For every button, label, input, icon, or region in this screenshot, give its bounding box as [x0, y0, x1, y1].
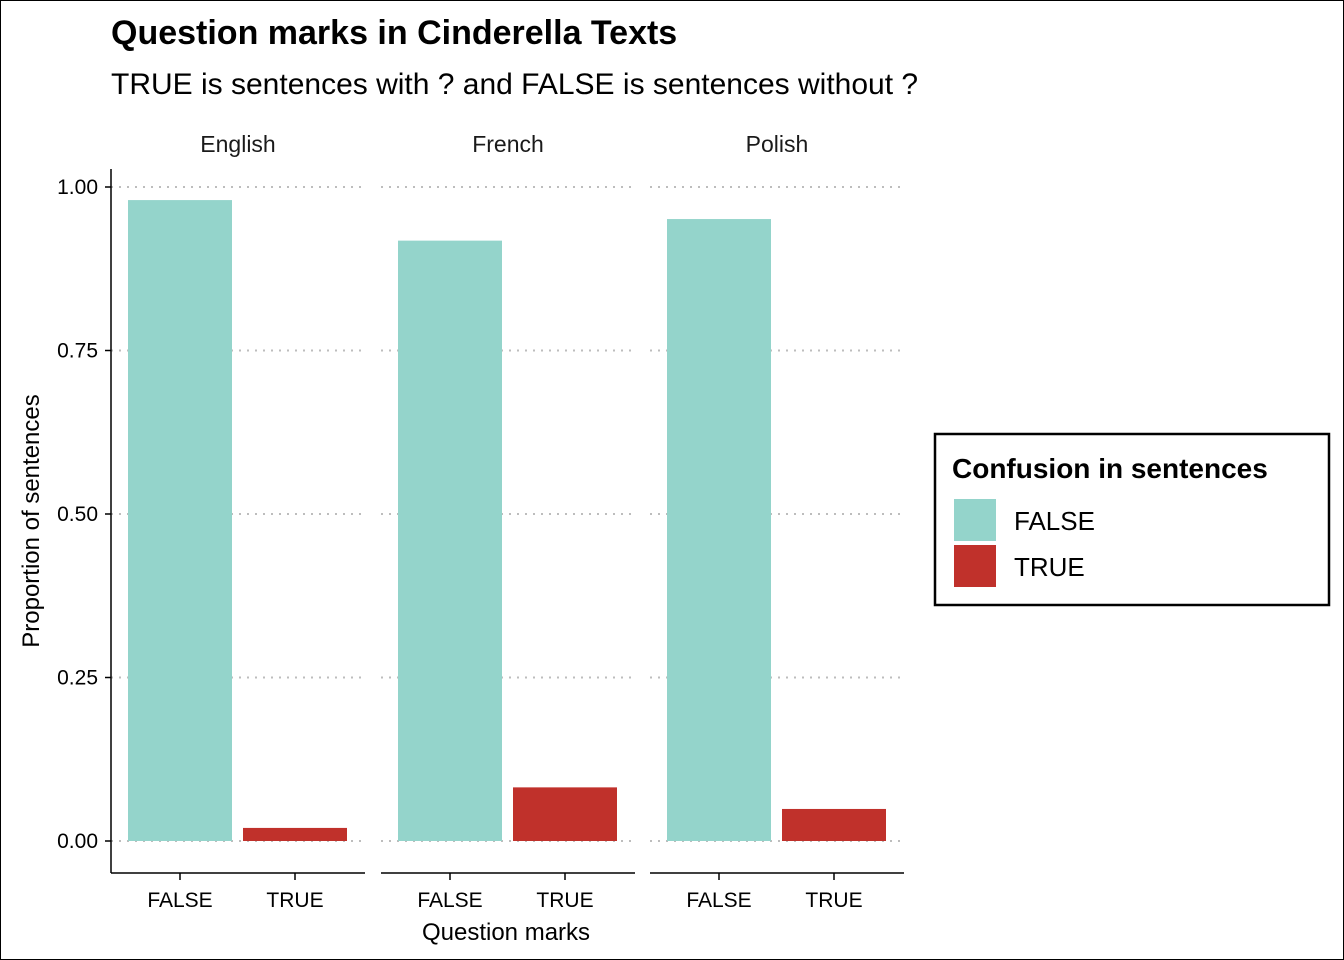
bar-french-false [398, 240, 502, 842]
x-axis-title: Question marks [422, 919, 590, 946]
legend-label-true: TRUE [1014, 552, 1085, 582]
facet-strip-label: French [472, 131, 544, 157]
facet-panel-polish: Polish FALSE TRUE [650, 131, 904, 912]
y-tick-label: 0.50 [57, 503, 98, 526]
facet-panel-french: French FALSE TRUE [381, 131, 635, 912]
legend-swatch-true [954, 545, 996, 587]
legend: Confusion in sentences FALSE TRUE [933, 432, 1331, 607]
bar-polish-false [667, 219, 771, 841]
chart-subtitle: TRUE is sentences with ? and FALSE is se… [111, 68, 918, 101]
bar-polish-true [782, 808, 886, 841]
x-tick-label: TRUE [805, 889, 862, 912]
x-tick-label: FALSE [417, 889, 482, 912]
legend-items: FALSE TRUE [954, 499, 1095, 587]
x-tick-label: TRUE [536, 889, 593, 912]
y-tick-label: 0.75 [57, 340, 98, 363]
x-tick-label: TRUE [266, 889, 323, 912]
y-tick-label: 0.25 [57, 667, 98, 690]
facet-strip-label: Polish [746, 131, 809, 157]
legend-swatch-false [954, 499, 996, 541]
bar-english-true [243, 827, 347, 841]
y-axis-title: Proportion of sentences [18, 394, 45, 648]
x-tick-label: FALSE [147, 889, 212, 912]
chart-title: Question marks in Cinderella Texts [111, 14, 677, 52]
facet-panels: English FALSE TRUE French FALSE TRUE Polish FAL… [111, 131, 904, 912]
legend-box [933, 432, 1331, 607]
y-tick-label: 0.00 [57, 830, 98, 853]
x-tick-label: FALSE [686, 889, 751, 912]
y-axis: 0.00 0.25 0.50 0.75 1.00 [57, 169, 112, 873]
bar-french-true [513, 787, 617, 841]
y-tick-label: 1.00 [57, 176, 98, 199]
legend-title: Confusion in sentences [952, 453, 1268, 484]
facet-panel-english: English FALSE TRUE [111, 131, 365, 912]
bar-english-false [128, 200, 232, 841]
legend-label-false: FALSE [1014, 506, 1095, 536]
facet-strip-label: English [200, 131, 275, 157]
